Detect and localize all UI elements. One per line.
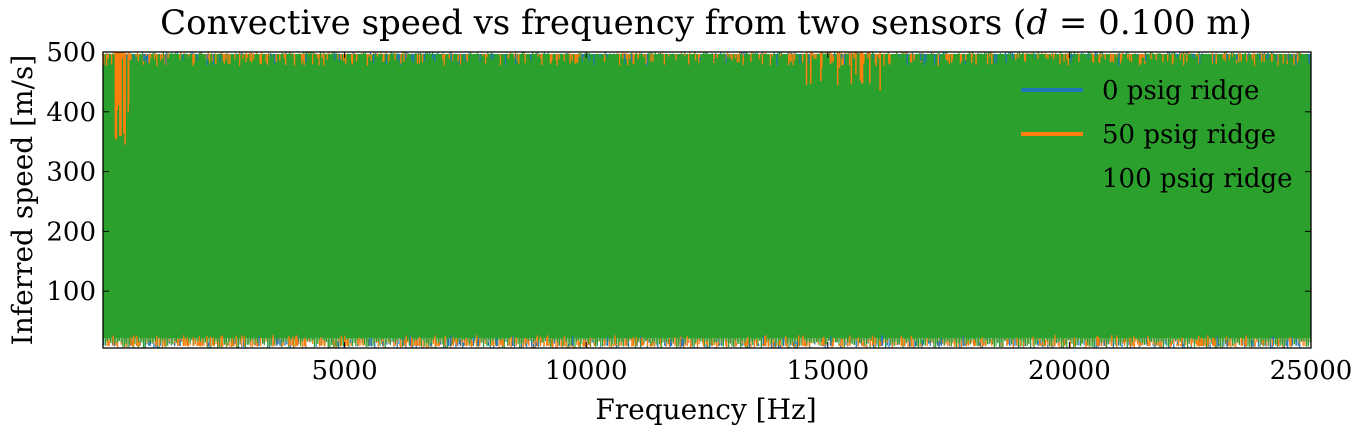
plot-frame — [102, 51, 1312, 349]
chart-title-variable: d — [1026, 3, 1048, 43]
x-tick-label: 10000 — [545, 356, 628, 386]
chart-title: Convective speed vs frequency from two s… — [160, 3, 1252, 43]
y-tick-label: 200 — [46, 217, 96, 247]
legend-label: 100 psig ridge — [1102, 164, 1293, 194]
y-tick-label: 300 — [46, 158, 96, 188]
chart-title-rest: = 0.100 m) — [1048, 3, 1252, 43]
x-tick-label: 15000 — [786, 356, 869, 386]
y-tick-label: 500 — [46, 38, 96, 68]
y-axis: 100 200 300 400 500 — [46, 38, 1311, 307]
legend-label: 0 psig ridge — [1102, 76, 1259, 106]
series-layer — [103, 52, 1311, 348]
y-axis-label: Inferred speed [m/s] — [6, 55, 39, 346]
x-tick-label: 20000 — [1028, 356, 1111, 386]
series-fill — [103, 54, 1311, 338]
legend: 0 psig ridge 50 psig ridge 100 psig ridge — [1021, 76, 1293, 194]
y-tick-label: 100 — [46, 277, 96, 307]
x-tick-label: 5000 — [312, 356, 378, 386]
x-tick-label: 25000 — [1270, 356, 1353, 386]
legend-label: 50 psig ridge — [1102, 120, 1276, 150]
y-tick-label: 400 — [46, 98, 96, 128]
chart-title-main: Convective speed vs frequency from two s… — [160, 3, 1026, 43]
x-axis: 5000 10000 15000 20000 25000 — [312, 52, 1353, 386]
plot-area — [102, 51, 1312, 349]
x-axis-label: Frequency [Hz] — [595, 393, 816, 426]
